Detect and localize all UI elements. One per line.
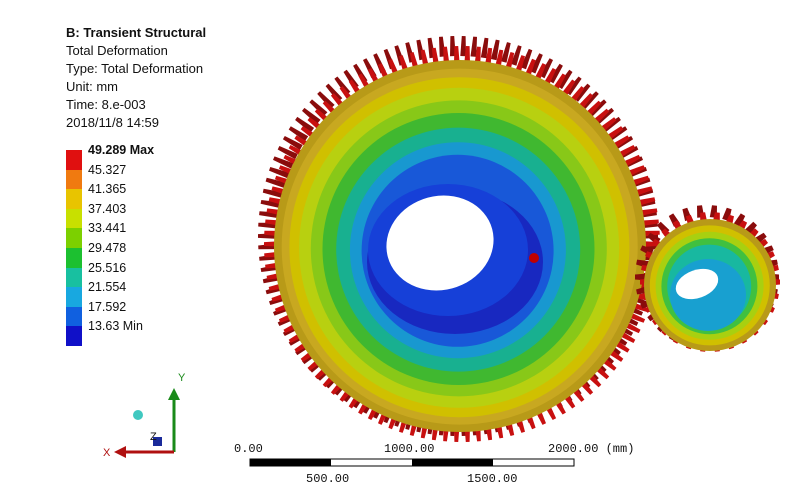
y-axis-label: Y — [178, 372, 186, 384]
gear-tooth — [454, 46, 460, 65]
legend-swatch — [66, 169, 82, 190]
gear-tooth — [470, 36, 477, 57]
isometric-view-icon[interactable] — [133, 410, 143, 420]
scale-bar-segment-3 — [412, 459, 493, 466]
gear-tooth — [494, 49, 504, 69]
gear-tooth — [474, 46, 481, 65]
legend-label: 25.516 — [88, 260, 127, 275]
legend-label: 17.592 — [88, 299, 127, 314]
gear-tooth — [636, 197, 656, 206]
legend-label: 21.554 — [88, 280, 127, 295]
legend-label: 33.441 — [88, 221, 127, 236]
large-gear[interactable] — [258, 36, 660, 442]
result-unit: Unit: mm — [66, 79, 118, 94]
gear-tooth — [635, 273, 648, 281]
legend-label: 37.403 — [88, 201, 127, 216]
scale-label-1000: 1000.00 — [384, 442, 434, 456]
coordinate-triad[interactable]: Y X Z — [103, 372, 186, 459]
result-info: B: Transient Structural Total Deformatio… — [66, 24, 206, 132]
legend-label: 49.289 Max — [88, 143, 155, 157]
gear-tooth — [262, 188, 284, 198]
gear-tooth — [277, 146, 298, 160]
legend-swatch — [66, 208, 82, 229]
legend-swatch — [66, 189, 82, 209]
legend-label: 13.63 Min — [88, 319, 143, 334]
gear-tooth — [530, 53, 543, 74]
result-type: Type: Total Deformation — [66, 61, 204, 76]
gear-tooth — [309, 99, 328, 117]
result-name: Total Deformation — [66, 43, 168, 58]
gear-tooth — [317, 91, 335, 109]
legend-swatch — [66, 326, 82, 346]
legend-swatch — [66, 247, 82, 268]
legend-swatch — [66, 267, 82, 288]
analysis-title: B: Transient Structural — [66, 25, 207, 40]
gear-tooth — [295, 116, 315, 133]
gear-tooth — [443, 46, 450, 65]
scale-label-1500: 1500.00 — [467, 472, 517, 486]
gear-tooth — [265, 177, 287, 189]
gear-tooth — [273, 156, 294, 169]
gear-tooth — [269, 167, 290, 179]
x-axis-label: X — [103, 447, 111, 459]
scale-bar: 0.00 1000.00 2000.00 (mm) 500.00 1500.00 — [234, 442, 634, 486]
scale-label-500: 500.00 — [306, 472, 349, 486]
gear-tooth — [733, 213, 746, 227]
gear-tooth — [539, 58, 553, 79]
gear-tooth — [490, 39, 500, 61]
gear-tooth — [633, 186, 653, 197]
gear-tooth — [282, 136, 303, 150]
gear-tooth — [302, 107, 321, 125]
legend-label: 45.327 — [88, 162, 127, 177]
legend-swatch — [66, 306, 82, 327]
z-axis-label: Z — [150, 431, 157, 443]
gear-tooth — [548, 63, 563, 84]
gear-tooth — [464, 46, 470, 65]
legend-swatch — [66, 228, 82, 248]
gear-tooth — [505, 52, 515, 71]
gear-tooth — [514, 55, 525, 74]
gear-tooth — [450, 36, 456, 57]
gear-tooth — [510, 45, 522, 66]
gear-tooth — [460, 36, 466, 57]
large-gear-bore-hole — [386, 195, 494, 291]
gear-tooth — [288, 126, 309, 142]
gear-tooth — [325, 83, 343, 102]
gear-tooth — [640, 219, 659, 227]
probe-marker[interactable] — [529, 253, 539, 263]
gear-tooth — [484, 47, 493, 67]
z-axis-marker — [153, 437, 162, 446]
y-arrowhead-icon — [168, 388, 180, 400]
gear-tooth — [638, 208, 658, 217]
scale-bar-segment-1 — [250, 459, 331, 466]
legend-label: 41.365 — [88, 182, 127, 197]
gear-tooth — [501, 42, 511, 63]
legend-label: 29.478 — [88, 240, 127, 255]
scale-label-0: 0.00 — [234, 442, 263, 456]
small-gear[interactable] — [635, 205, 780, 352]
result-date: 2018/11/8 14:59 — [66, 115, 160, 130]
legend-swatch — [66, 287, 82, 307]
gear-tooth — [520, 48, 533, 70]
x-arrowhead-icon — [114, 446, 126, 458]
small-gear-bore-hole — [675, 268, 719, 300]
result-time: Time: 8.e-003 — [66, 97, 146, 112]
gear-tooth — [480, 37, 489, 59]
legend-swatch — [66, 150, 82, 170]
scale-label-2000: 2000.00 (mm) — [548, 442, 634, 456]
